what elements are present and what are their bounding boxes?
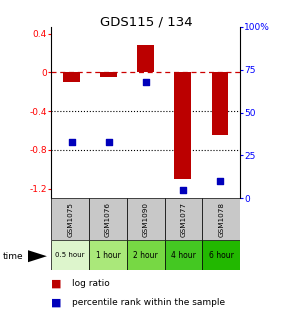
Bar xyxy=(89,240,127,270)
Bar xyxy=(202,240,240,270)
Text: GDS115 / 134: GDS115 / 134 xyxy=(100,15,193,28)
Bar xyxy=(51,240,89,270)
Bar xyxy=(63,72,80,82)
Text: 2 hour: 2 hour xyxy=(133,251,158,260)
Text: percentile rank within the sample: percentile rank within the sample xyxy=(72,298,225,307)
Text: 0.5 hour: 0.5 hour xyxy=(55,252,85,258)
Text: GSM1076: GSM1076 xyxy=(105,202,111,237)
Text: time: time xyxy=(3,252,23,261)
Point xyxy=(217,178,222,184)
Text: GSM1077: GSM1077 xyxy=(180,202,187,237)
Point xyxy=(144,79,148,84)
Bar xyxy=(165,240,202,270)
Text: GSM1075: GSM1075 xyxy=(67,202,73,237)
Text: GSM1078: GSM1078 xyxy=(218,202,224,237)
Point xyxy=(106,139,111,144)
Bar xyxy=(127,198,165,240)
Bar xyxy=(51,198,89,240)
Bar xyxy=(165,198,202,240)
Point xyxy=(180,187,185,193)
Polygon shape xyxy=(28,250,47,262)
Text: ■: ■ xyxy=(51,279,62,289)
Bar xyxy=(127,240,165,270)
Point xyxy=(69,139,74,144)
Bar xyxy=(100,72,117,77)
Text: GSM1090: GSM1090 xyxy=(143,202,149,237)
Bar xyxy=(175,72,191,179)
Text: 1 hour: 1 hour xyxy=(96,251,120,260)
Bar xyxy=(202,198,240,240)
Bar xyxy=(89,198,127,240)
Text: ■: ■ xyxy=(51,297,62,307)
Text: 6 hour: 6 hour xyxy=(209,251,234,260)
Text: log ratio: log ratio xyxy=(72,280,110,288)
Bar xyxy=(212,72,228,135)
Bar xyxy=(137,45,154,72)
Text: 4 hour: 4 hour xyxy=(171,251,196,260)
